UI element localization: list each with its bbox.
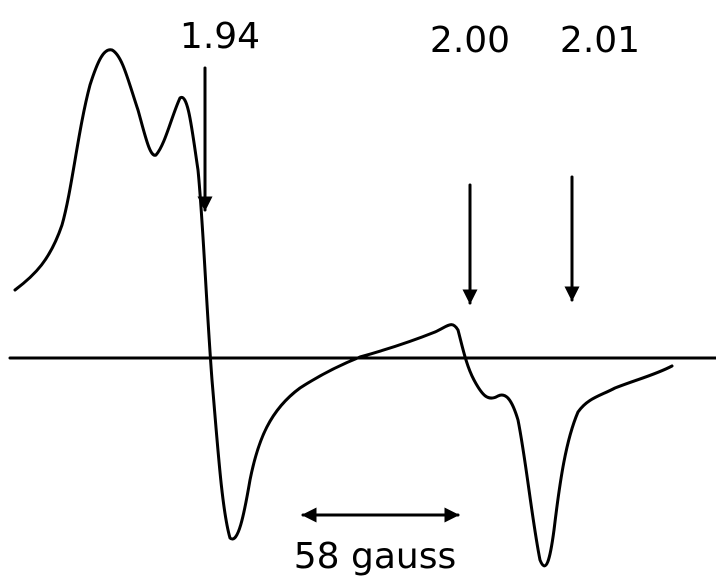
g-label: 2.00 bbox=[430, 20, 510, 61]
scale-label: 58 gauss bbox=[294, 536, 457, 577]
g-label: 1.94 bbox=[180, 16, 260, 57]
g-label: 2.01 bbox=[560, 20, 640, 61]
spectrum-curve bbox=[13, 48, 674, 568]
